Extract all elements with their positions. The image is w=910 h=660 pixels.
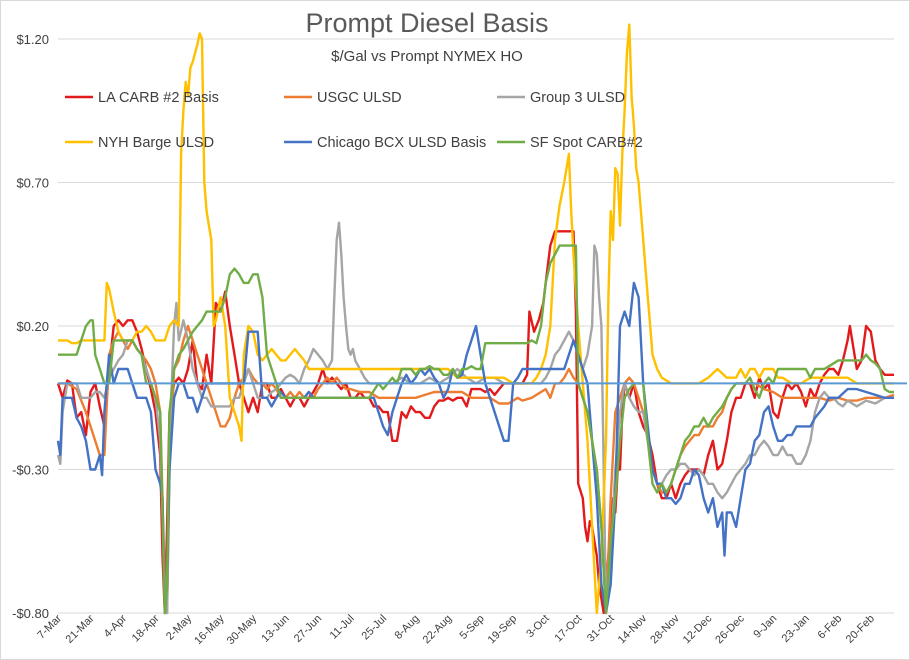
x-tick-label: 11-Jul <box>328 613 357 642</box>
legend-label: LA CARB #2 Basis <box>98 90 219 106</box>
x-tick-label: 23-Jan <box>780 613 812 645</box>
x-tick-label: 8-Aug <box>392 613 421 642</box>
x-tick-label: 16-May <box>192 612 227 647</box>
x-tick-label: 14-Nov <box>616 612 650 646</box>
series-line <box>56 281 894 615</box>
x-tick-label: 19-Sep <box>486 613 520 647</box>
x-tick-label: 9-Jan <box>751 613 779 641</box>
x-tick-label: 4-Apr <box>102 612 130 640</box>
x-tick-label: 26-Dec <box>713 612 747 646</box>
y-tick-label: $0.70 <box>16 176 49 191</box>
series-lines <box>56 23 895 615</box>
y-tick-label: $1.20 <box>16 32 49 47</box>
legend-label: Group 3 ULSD <box>530 90 625 106</box>
legend-label: SF Spot CARB#2 <box>530 135 643 151</box>
series-line <box>56 230 894 615</box>
x-tick-label: 31-Oct <box>585 613 617 645</box>
x-tick-label: 5-Sep <box>458 613 487 642</box>
chart-title: Prompt Diesel Basis <box>305 8 548 38</box>
legend: LA CARB #2 Basis USGC ULSD Group 3 ULSD NYH… <box>65 90 643 151</box>
x-tick-label: 3-Oct <box>524 613 552 641</box>
legend-label: Chicago BCX ULSD Basis <box>317 135 486 151</box>
chart-subtitle: $/Gal vs Prompt NYMEX HO <box>331 48 523 65</box>
x-tick-label: 21-Mar <box>64 612 97 645</box>
y-tick-label: $0.20 <box>16 319 49 334</box>
x-tick-label: 27-Jun <box>292 613 324 645</box>
legend-label: USGC ULSD <box>317 90 402 106</box>
x-tick-label: 20-Feb <box>844 613 877 646</box>
x-tick-label: 25-Jul <box>360 613 390 643</box>
x-tick-label: 17-Oct <box>552 613 584 645</box>
x-tick-label: 6-Feb <box>816 613 845 642</box>
x-tick-label: 13-Jun <box>259 613 291 645</box>
legend-label: NYH Barge ULSD <box>98 135 214 151</box>
x-tick-label: 2-May <box>164 612 194 642</box>
x-tick-label: 18-Apr <box>130 612 162 644</box>
series-line <box>58 244 894 615</box>
x-tick-label: 22-Aug <box>421 613 455 647</box>
y-tick-label: -$0.30 <box>12 463 49 478</box>
x-tick-label: 28-Nov <box>648 612 682 646</box>
series-line <box>56 221 894 615</box>
x-tick-label: 30-May <box>225 612 260 647</box>
y-axis-ticks: $1.20 $0.70 $0.20 -$0.30 -$0.80 <box>12 32 49 621</box>
series-line <box>58 23 894 615</box>
x-tick-label: 12-Dec <box>681 612 715 646</box>
y-tick-label: -$0.80 <box>12 606 49 621</box>
